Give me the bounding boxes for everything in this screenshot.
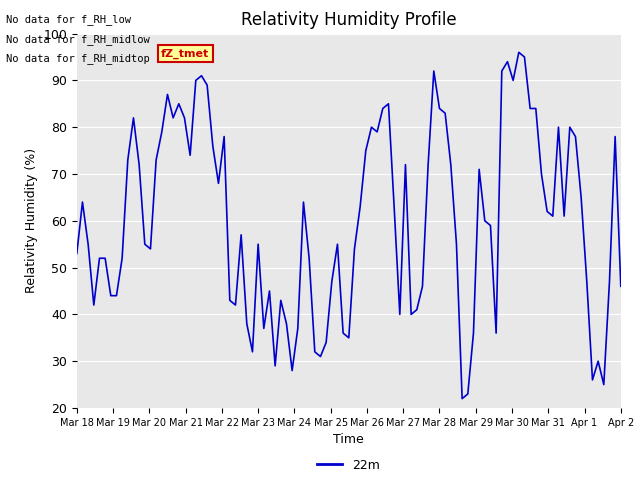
Text: No data for f_RH_midtop: No data for f_RH_midtop — [6, 53, 150, 64]
Text: fZ_tmet: fZ_tmet — [161, 48, 209, 59]
Text: No data for f_RH_midlow: No data for f_RH_midlow — [6, 34, 150, 45]
Title: Relativity Humidity Profile: Relativity Humidity Profile — [241, 11, 456, 29]
Text: No data for f_RH_low: No data for f_RH_low — [6, 14, 131, 25]
X-axis label: Time: Time — [333, 433, 364, 446]
Legend: 22m: 22m — [312, 454, 385, 477]
Y-axis label: Relativity Humidity (%): Relativity Humidity (%) — [25, 148, 38, 293]
